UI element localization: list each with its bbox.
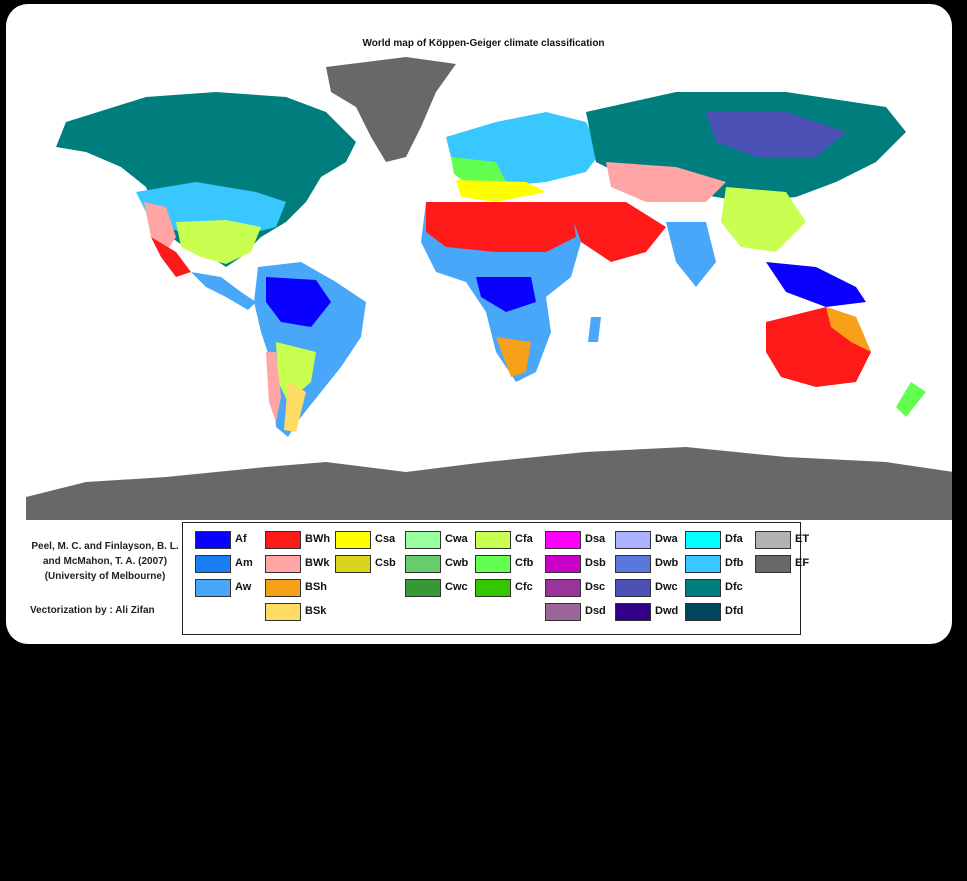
citation: Peel, M. C. and Finlayson, B. L. and McM… xyxy=(31,541,179,582)
legend-swatch xyxy=(475,531,511,549)
legend-swatch xyxy=(545,579,581,597)
legend-label: Dsc xyxy=(585,581,606,593)
reflection xyxy=(6,646,952,846)
legend-label: Csa xyxy=(375,533,396,545)
legend-label: Dsa xyxy=(585,533,606,545)
legend-label: Af xyxy=(235,533,247,545)
greenland-ice xyxy=(326,57,456,162)
legend-swatch xyxy=(195,531,231,549)
climate-legend: Af Am Aw BWh BWk BSh BSk Csa Csb Cwa Cwb Cwc Cfa Cfb C… xyxy=(182,522,809,635)
legend-label: Dfb xyxy=(725,557,744,569)
map-title: World map of Köppen-Geiger climate class… xyxy=(362,38,605,49)
legend-swatch xyxy=(545,555,581,573)
legend-swatch xyxy=(335,531,371,549)
legend-label: Am xyxy=(235,557,253,569)
vectorization-credit: Vectorization by : Ali Zifan xyxy=(30,605,155,616)
legend-label: Cwb xyxy=(445,557,469,569)
legend-swatch xyxy=(685,531,721,549)
antarctica xyxy=(26,447,952,520)
legend-swatch xyxy=(615,555,651,573)
world-map xyxy=(26,57,952,520)
legend-label: Cwa xyxy=(445,533,468,545)
legend-swatch xyxy=(335,555,371,573)
legend-swatch xyxy=(615,531,651,549)
legend-label: Cfa xyxy=(515,533,533,545)
legend-swatch xyxy=(265,531,301,549)
legend-label: Cfb xyxy=(515,557,534,569)
legend-swatch xyxy=(685,579,721,597)
legend-label: Dwa xyxy=(655,533,678,545)
legend-swatch xyxy=(195,579,231,597)
legend-label: Dsd xyxy=(585,605,606,617)
legend-swatch xyxy=(685,603,721,621)
legend-swatch xyxy=(265,555,301,573)
legend-swatch xyxy=(475,579,511,597)
legend-label: Cwc xyxy=(445,581,468,593)
legend-swatch xyxy=(685,555,721,573)
legend-label: EF xyxy=(795,557,810,569)
legend-label: ET xyxy=(795,533,810,545)
legend-label: Cfc xyxy=(515,581,533,593)
legend-label: BSh xyxy=(305,581,327,593)
legend-label: Csb xyxy=(375,557,396,569)
legend-swatch xyxy=(755,555,791,573)
legend-swatch xyxy=(265,603,301,621)
legend-swatch xyxy=(545,603,581,621)
legend-swatch xyxy=(405,555,441,573)
legend-swatch xyxy=(405,579,441,597)
map-card: World map of Köppen-Geiger climate class… xyxy=(6,4,952,644)
legend-swatch xyxy=(195,555,231,573)
legend-swatch xyxy=(405,531,441,549)
legend-swatch xyxy=(615,603,651,621)
legend-label: BSk xyxy=(305,605,327,617)
legend-label: Aw xyxy=(235,581,252,593)
legend-label: Dwb xyxy=(655,557,679,569)
legend-swatch xyxy=(265,579,301,597)
legend-swatch xyxy=(755,531,791,549)
legend-label: BWk xyxy=(305,557,330,569)
legend-label: Dfc xyxy=(725,581,743,593)
legend-label: BWh xyxy=(305,533,331,545)
legend-label: Dfd xyxy=(725,605,744,617)
legend-swatch xyxy=(545,531,581,549)
legend-label: Dfa xyxy=(725,533,743,545)
north-america xyxy=(56,92,356,267)
legend-label: Dsb xyxy=(585,557,606,569)
legend-swatch xyxy=(615,579,651,597)
legend-swatch xyxy=(475,555,511,573)
legend-label: Dwc xyxy=(655,581,678,593)
legend-label: Dwd xyxy=(655,605,679,617)
